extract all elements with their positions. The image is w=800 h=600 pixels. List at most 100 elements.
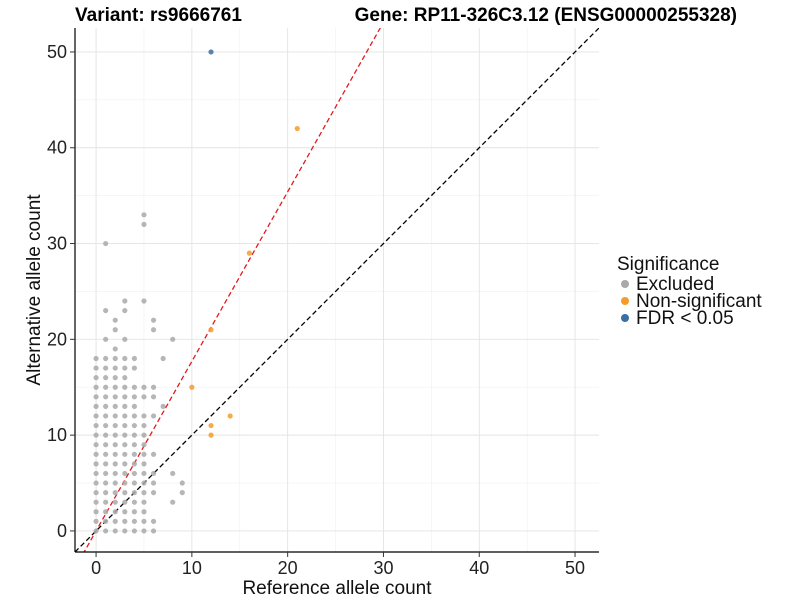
point-excluded	[141, 413, 147, 419]
point-excluded	[103, 413, 109, 419]
point-excluded	[93, 461, 99, 467]
point-excluded	[131, 528, 137, 534]
point-excluded	[112, 403, 118, 409]
y-tick-label: 10	[47, 425, 67, 445]
point-non-significant	[294, 125, 300, 132]
point-excluded	[103, 365, 109, 371]
point-excluded	[93, 442, 99, 448]
point-excluded	[122, 384, 128, 390]
point-excluded	[179, 490, 185, 496]
y-axis-title: Alternative allele count	[24, 194, 45, 386]
point-excluded	[112, 480, 118, 486]
point-non-significant	[227, 413, 233, 419]
point-excluded	[103, 432, 109, 438]
point-excluded	[122, 375, 128, 381]
point-excluded	[103, 451, 109, 457]
point-excluded	[103, 375, 109, 381]
x-axis-ticks: 0 10 20 30 40 50	[91, 552, 585, 578]
point-excluded	[141, 480, 147, 486]
point-excluded	[103, 422, 109, 429]
point-excluded	[122, 451, 128, 457]
point-excluded	[150, 394, 157, 400]
point-excluded	[93, 480, 99, 486]
point-excluded	[112, 470, 118, 477]
point-fdr-0-05	[208, 49, 214, 55]
variant-title: Variant: rs9666761	[75, 5, 242, 26]
point-excluded	[103, 403, 109, 409]
point-excluded	[122, 298, 128, 304]
point-excluded	[131, 384, 137, 390]
point-excluded	[150, 528, 157, 534]
point-non-significant	[208, 432, 214, 438]
point-excluded	[141, 499, 147, 505]
point-excluded	[112, 384, 118, 390]
point-excluded	[122, 355, 128, 362]
point-excluded	[131, 355, 137, 362]
point-excluded	[122, 336, 128, 342]
point-excluded	[131, 432, 137, 438]
point-excluded	[93, 499, 99, 505]
point-excluded	[112, 317, 118, 323]
point-excluded	[131, 451, 137, 457]
point-excluded	[112, 355, 118, 362]
point-excluded	[141, 432, 147, 438]
point-excluded	[93, 355, 99, 362]
point-excluded	[122, 432, 128, 438]
point-non-significant	[208, 327, 214, 333]
point-excluded	[112, 461, 118, 467]
point-excluded	[131, 518, 137, 524]
point-excluded	[170, 499, 176, 505]
point-excluded	[112, 518, 118, 524]
point-excluded	[150, 490, 157, 496]
point-excluded	[93, 451, 99, 457]
point-excluded	[122, 509, 128, 515]
identity-line	[75, 28, 599, 552]
point-excluded	[112, 375, 118, 381]
point-excluded	[103, 240, 109, 247]
point-excluded	[103, 355, 109, 362]
point-excluded	[131, 422, 137, 429]
point-non-significant	[189, 384, 195, 390]
point-excluded	[103, 394, 109, 400]
point-excluded	[93, 413, 99, 419]
point-excluded	[103, 499, 109, 505]
point-excluded	[141, 221, 147, 227]
data-points	[93, 49, 300, 534]
legend-label-excluded: Excluded	[636, 274, 714, 295]
point-excluded	[150, 317, 157, 323]
point-excluded	[150, 327, 157, 333]
x-tick-label: 0	[91, 558, 101, 578]
gene-title: Gene: RP11-326C3.12 (ENSG00000255328)	[355, 5, 737, 26]
point-excluded	[131, 499, 137, 505]
point-excluded	[150, 470, 157, 477]
legend-item-excluded: Excluded	[621, 274, 714, 295]
point-excluded	[150, 518, 157, 524]
point-excluded	[112, 442, 118, 448]
legend-label-fdr: FDR < 0.05	[636, 308, 734, 329]
y-axis-ticks: 0 10 20 30 40 50	[47, 42, 75, 541]
point-excluded	[93, 422, 99, 429]
point-excluded	[131, 403, 137, 409]
point-excluded	[141, 422, 147, 429]
point-excluded	[112, 394, 118, 400]
point-excluded	[103, 442, 109, 448]
point-excluded	[141, 442, 147, 448]
point-excluded	[122, 461, 128, 467]
point-excluded	[150, 480, 157, 486]
point-excluded	[141, 212, 147, 218]
point-excluded	[122, 403, 128, 409]
x-tick-label: 20	[278, 558, 298, 578]
point-excluded	[112, 499, 118, 505]
point-excluded	[122, 365, 128, 371]
point-excluded	[122, 442, 128, 448]
point-excluded	[160, 403, 166, 409]
point-excluded	[131, 413, 137, 419]
point-excluded	[112, 327, 118, 333]
point-excluded	[112, 422, 118, 429]
point-excluded	[122, 422, 128, 429]
point-excluded	[112, 346, 118, 352]
x-axis-title: Reference allele count	[242, 578, 432, 599]
x-tick-label: 10	[182, 558, 202, 578]
point-excluded	[150, 451, 157, 457]
point-excluded	[122, 394, 128, 400]
